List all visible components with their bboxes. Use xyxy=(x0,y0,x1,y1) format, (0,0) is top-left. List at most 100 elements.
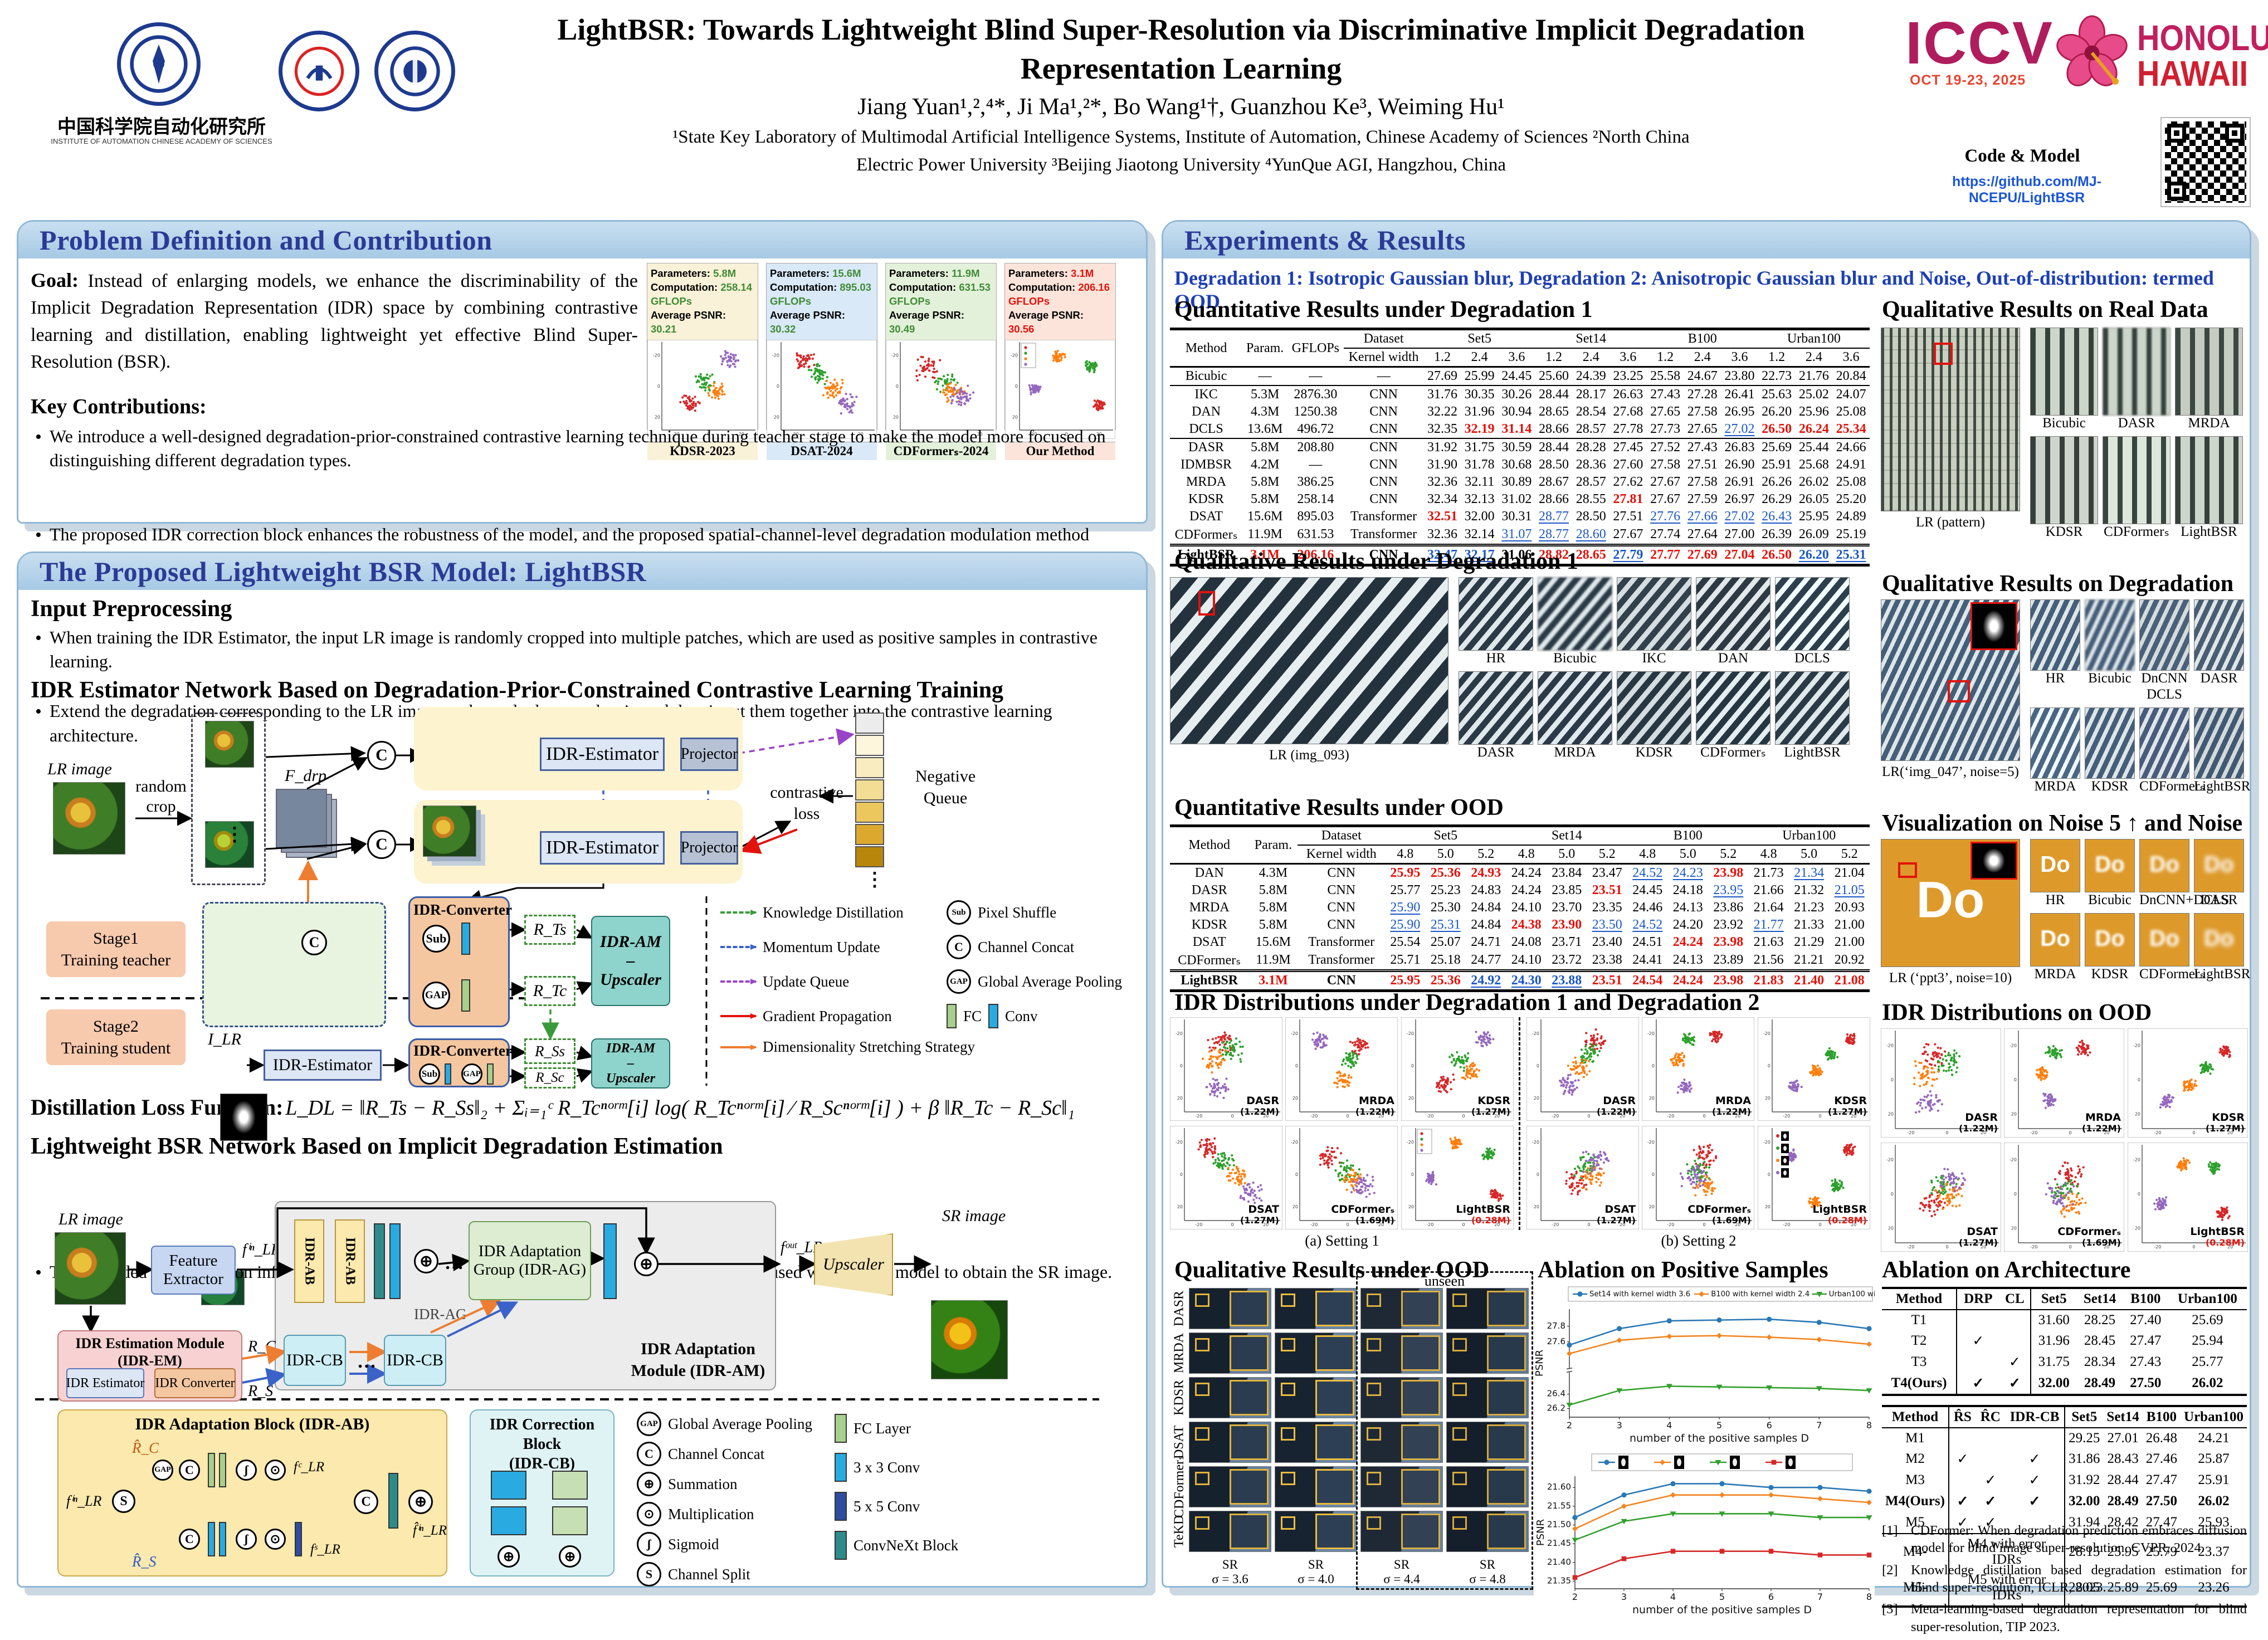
cell-value: 20.92 xyxy=(1829,951,1870,971)
svg-text:(1.22M): (1.22M) xyxy=(1712,1106,1751,1117)
cell-param: 5.8M xyxy=(1242,491,1287,508)
cell-value: 23.35 xyxy=(1587,899,1627,916)
red-marker-box xyxy=(1198,591,1215,616)
svg-text:-20: -20 xyxy=(2133,1157,2140,1162)
cell-method: DASR xyxy=(1170,438,1242,456)
result-thumb: Do xyxy=(2085,839,2135,892)
cell-method: T4(Ours) xyxy=(1882,1373,1957,1395)
col-header: DRP xyxy=(1957,1288,1999,1310)
cell-value: 21.21 xyxy=(1789,951,1829,971)
svg-text:0: 0 xyxy=(1537,1063,1539,1068)
result-thumb xyxy=(2139,707,2189,779)
cell-value: 28.66 xyxy=(1535,421,1573,438)
idr-ood-title: IDR Distributions on OOD xyxy=(1882,999,2152,1026)
cell-param: — xyxy=(1242,367,1287,386)
qr-code[interactable] xyxy=(2162,118,2250,206)
queue-cell xyxy=(855,712,884,734)
result-thumb xyxy=(2030,599,2080,671)
cell-check: ✓ xyxy=(2005,1470,2065,1491)
tsne-info-label: Parameters: xyxy=(889,267,952,279)
svg-text:-20: -20 xyxy=(2133,1043,2140,1048)
svg-text:-20: -20 xyxy=(1907,1244,1914,1249)
cell-value: 24.71 xyxy=(1466,934,1506,951)
cell-value: 27.02 xyxy=(1721,421,1758,438)
svg-text:-20: -20 xyxy=(2154,1130,2161,1135)
idr-converter-title: IDR-Converter xyxy=(413,1042,512,1060)
svg-text:0: 0 xyxy=(1231,1114,1233,1119)
ood-thumb xyxy=(1189,1377,1271,1418)
cell-value: 26.20 xyxy=(1796,545,1833,565)
result-thumb xyxy=(2175,328,2243,416)
col-width: 5.2 xyxy=(1587,845,1627,864)
cell-value: 24.54 xyxy=(1627,971,1667,991)
svg-text:20: 20 xyxy=(2011,1226,2017,1231)
cell-value: 27.69 xyxy=(1424,367,1461,386)
thumb-cell: Bicubic xyxy=(2085,599,2135,703)
svg-text:(1.69M): (1.69M) xyxy=(1712,1215,1751,1226)
svg-text:-20: -20 xyxy=(1886,1157,1894,1162)
queue-cell xyxy=(855,735,884,756)
goal-text: Instead of enlarging models, we enhance … xyxy=(31,271,638,372)
multiply-node: ⊙ xyxy=(265,1529,286,1550)
qr-finder-icon xyxy=(2167,124,2186,143)
col-group: Set14 xyxy=(1506,826,1627,846)
idr-converter-small-2: Converter xyxy=(182,1376,235,1391)
idr-estimator-box-student: IDR-Estimator xyxy=(264,1050,382,1081)
col-group: Set5 xyxy=(1424,329,1535,349)
qr-finder-icon xyxy=(2167,182,2186,201)
svg-text:(1.22M): (1.22M) xyxy=(2082,1123,2121,1134)
cell-value: 28.36 xyxy=(1572,456,1609,474)
cell-value: 32.00 xyxy=(2031,1373,2076,1395)
cell-value: 24.13 xyxy=(1667,951,1708,971)
cell-value: 28.44 xyxy=(1535,385,1573,403)
tsne-info-line: Computation: 631.53 GFLOPs xyxy=(889,281,993,309)
cell-value: 25.63 xyxy=(1758,385,1796,403)
col-header: R̂C xyxy=(1976,1406,2005,1428)
svg-text:-20: -20 xyxy=(1667,1222,1675,1227)
cell-check xyxy=(1976,1428,2005,1448)
ood-col-label-sigma: σ = 3.6 xyxy=(1189,1572,1271,1587)
thumb-caption: HR xyxy=(1459,651,1533,667)
tsne-info-line: Average PSNR: 30.56 xyxy=(1008,309,1112,336)
col-header: Method xyxy=(1882,1406,1949,1428)
cell-value: 24.24 xyxy=(1506,882,1547,899)
col-width: 5.0 xyxy=(1547,845,1587,864)
cell-value: 32.36 xyxy=(1424,474,1461,491)
svg-text:-20: -20 xyxy=(1176,1031,1183,1036)
svg-text:0: 0 xyxy=(1945,1244,1948,1249)
cell-value: 21.08 xyxy=(1829,971,1870,991)
thumb-caption: DnCNN+DCLS xyxy=(2139,892,2189,909)
ood-thumb xyxy=(1275,1377,1357,1418)
cell-param: 5.8M xyxy=(1242,438,1287,456)
svg-text:0: 0 xyxy=(1818,1114,1821,1119)
tsne-info-line: Average PSNR: 30.32 xyxy=(770,309,874,336)
ood-col-label-sr: SR xyxy=(1189,1558,1271,1572)
svg-text:0: 0 xyxy=(1347,1114,1349,1119)
col-header: Set14 xyxy=(2076,1288,2123,1310)
row-label: MRDA xyxy=(1170,1332,1189,1374)
cell-value: 27.43 xyxy=(1647,385,1684,403)
svg-text:(1.69M): (1.69M) xyxy=(2082,1237,2121,1248)
tsne-info-line: Computation: 258.14 GFLOPs xyxy=(651,281,754,309)
svg-text:-20: -20 xyxy=(1763,1031,1770,1036)
svg-text:(1.22M): (1.22M) xyxy=(1959,1123,1998,1134)
cell-value: 24.45 xyxy=(1627,882,1667,899)
github-link[interactable]: https://github.com/MJ-NCEPU/LightBSR xyxy=(1899,174,2155,206)
cell-value: 26.48 xyxy=(2143,1428,2181,1448)
model-panel: The Proposed Lightweight BSR Model: Ligh… xyxy=(17,551,1148,1588)
svg-text:0: 0 xyxy=(1768,1172,1770,1177)
tsne-info-label: Average PSNR: xyxy=(1008,309,1084,321)
cell-value: 24.84 xyxy=(1466,899,1506,916)
cell-type: Transformer xyxy=(1344,525,1424,545)
col-group: B100 xyxy=(1627,826,1748,846)
